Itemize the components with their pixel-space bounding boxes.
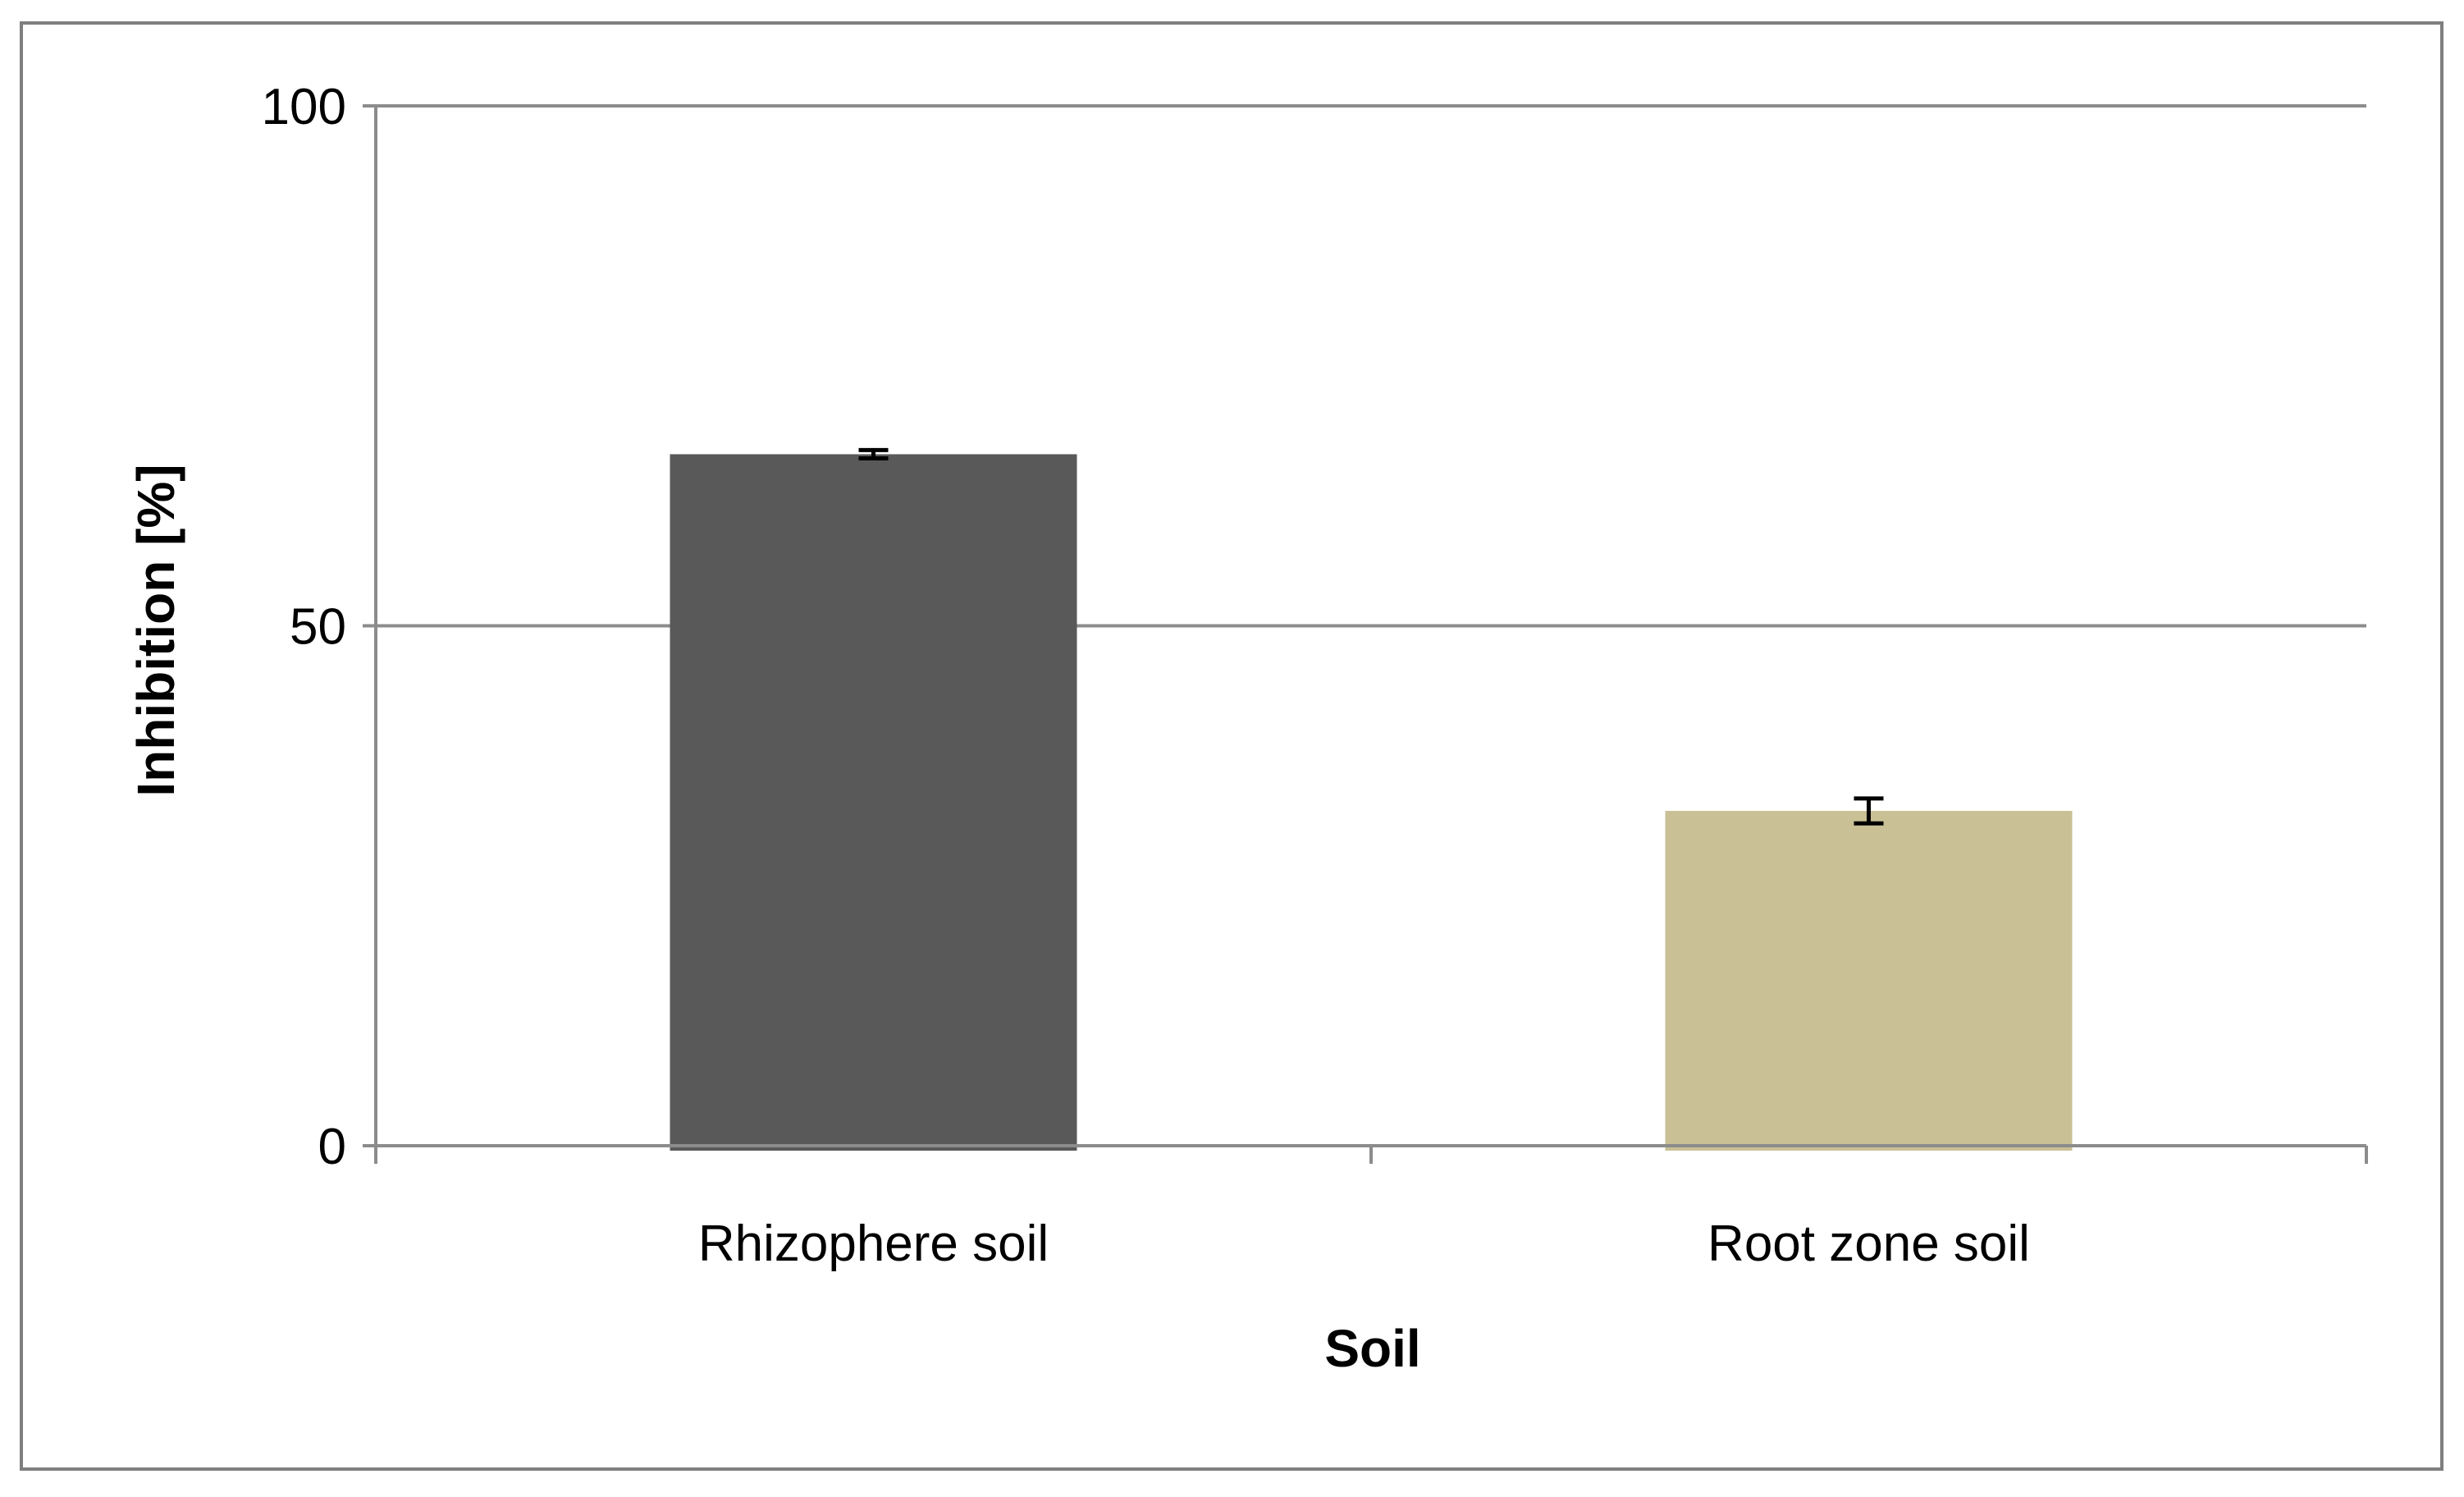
axes bbox=[363, 104, 2368, 1164]
bar-1 bbox=[1665, 811, 2073, 1151]
error-bar-1 bbox=[1854, 796, 1884, 826]
error-bars bbox=[858, 447, 1884, 826]
x-axis-title: Soil bbox=[1324, 1319, 1420, 1378]
x-tick-label-0: Rhizophere soil bbox=[698, 1215, 1049, 1272]
y-tick-label-100: 100 bbox=[262, 79, 346, 135]
chart-frame bbox=[20, 21, 2443, 1471]
y-axis-title: Inhibition [%] bbox=[126, 464, 185, 796]
bars bbox=[670, 454, 2073, 1151]
bar-0 bbox=[670, 454, 1077, 1151]
error-bar-0 bbox=[858, 447, 889, 461]
x-tick-label-1: Root zone soil bbox=[1707, 1215, 2030, 1272]
y-tick-label-50: 50 bbox=[290, 599, 346, 656]
y-tick-label-0: 0 bbox=[318, 1119, 346, 1175]
tick-labels: 0 50 100 Rhizophere soil Root zone soil bbox=[262, 79, 2030, 1272]
